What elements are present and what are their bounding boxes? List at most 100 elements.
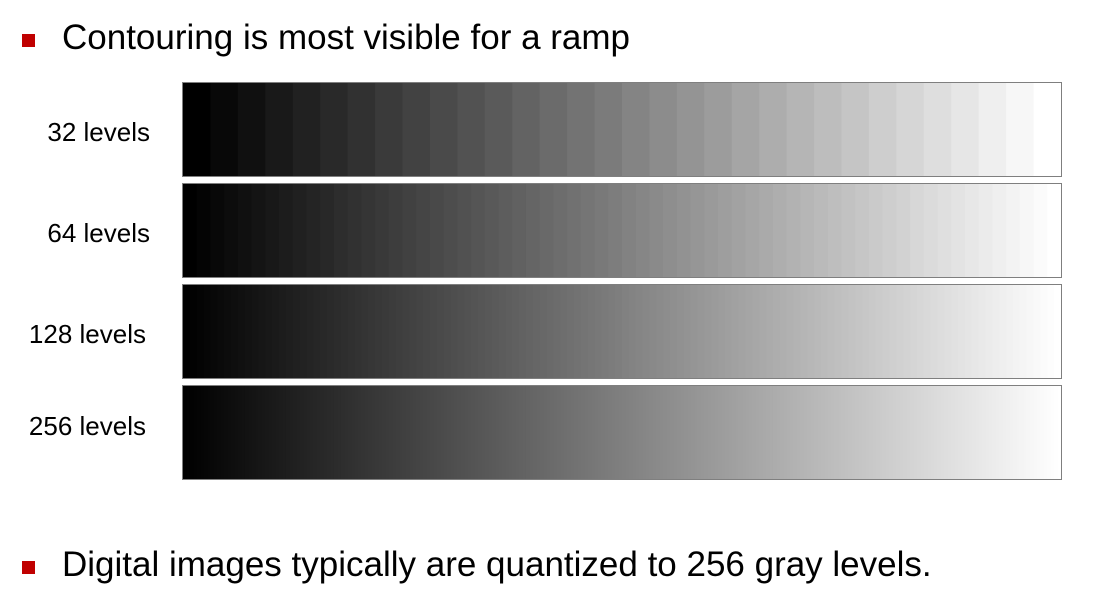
gray-level-band	[992, 285, 1000, 378]
gray-level-band	[333, 386, 338, 479]
ramp-label-256: 256 levels	[28, 411, 146, 441]
gray-level-band	[964, 386, 969, 479]
gray-level-band	[388, 285, 397, 378]
gray-level-band	[237, 83, 266, 176]
gray-level-band	[748, 386, 753, 479]
gray-level-band	[663, 386, 668, 479]
gray-level-band	[988, 386, 994, 479]
gray-level-band	[858, 386, 863, 479]
gray-level-band	[947, 386, 952, 479]
gray-level-band	[429, 386, 434, 479]
gray-level-band	[412, 386, 417, 479]
gray-level-band	[570, 386, 575, 479]
gray-level-band	[676, 285, 685, 378]
gray-level-band	[409, 386, 414, 479]
gray-level-band	[361, 386, 366, 479]
gray-level-band	[958, 285, 966, 378]
gray-level-band	[971, 285, 980, 378]
gray-level-band	[543, 386, 548, 479]
gray-level-band	[587, 386, 592, 479]
gray-level-band	[594, 184, 609, 277]
gray-level-band	[196, 285, 205, 378]
gray-level-band	[405, 386, 410, 479]
gray-level-band	[745, 285, 753, 378]
gray-level-band	[296, 386, 301, 479]
gray-level-band	[790, 386, 795, 479]
gray-level-band	[934, 386, 939, 479]
gray-level-band	[642, 285, 651, 378]
gray-level-band	[913, 386, 918, 479]
gray-level-band	[810, 386, 815, 479]
gray-level-band	[704, 386, 709, 479]
gray-level-band	[560, 386, 565, 479]
gray-level-band	[814, 184, 829, 277]
gray-level-band	[601, 285, 609, 378]
gray-level-band	[498, 184, 513, 277]
gray-level-band	[868, 184, 884, 277]
gray-level-band	[553, 386, 558, 479]
gray-level-band	[351, 386, 356, 479]
gray-level-band	[553, 285, 561, 378]
gray-level-band	[556, 386, 561, 479]
gray-level-band	[1033, 184, 1048, 277]
bullet-text: Contouring is most visible for a ramp	[62, 18, 630, 57]
gray-level-band	[539, 285, 548, 378]
gray-level-band	[196, 184, 212, 277]
gray-level-band	[800, 386, 805, 479]
gray-level-band	[971, 386, 976, 479]
gray-level-band	[241, 386, 246, 479]
gray-level-band	[498, 386, 503, 479]
gray-level-band	[910, 386, 915, 479]
gray-level-band	[320, 83, 349, 176]
gray-level-band	[255, 386, 260, 479]
gray-level-band	[718, 386, 723, 479]
gray-level-band	[532, 386, 537, 479]
gray-level-band	[700, 386, 705, 479]
gray-level-band	[189, 285, 198, 378]
gray-level-band	[505, 285, 513, 378]
gray-level-band	[625, 386, 630, 479]
gray-level-band	[237, 386, 242, 479]
gray-level-band	[237, 184, 253, 277]
gray-level-band	[244, 285, 253, 378]
gray-level-band	[769, 386, 774, 479]
gray-level-band	[916, 285, 925, 378]
gray-level-band	[580, 184, 596, 277]
gray-level-band	[361, 184, 376, 277]
gray-level-band	[224, 285, 232, 378]
gray-level-band	[615, 285, 623, 378]
gray-level-band	[964, 285, 973, 378]
gray-level-band	[210, 184, 225, 277]
gray-level-band	[635, 386, 640, 479]
gray-level-band	[759, 386, 764, 479]
gray-level-band	[272, 285, 280, 378]
gray-level-band	[1050, 386, 1055, 479]
gray-level-band	[357, 386, 362, 479]
gray-level-band	[573, 285, 582, 378]
gray-level-band	[436, 285, 445, 378]
gray-level-band	[670, 386, 675, 479]
gray-level-band	[460, 386, 465, 479]
gray-level-band	[313, 285, 321, 378]
gray-level-band	[954, 386, 959, 479]
gray-level-band	[930, 285, 939, 378]
gray-level-band	[855, 285, 863, 378]
gray-level-band	[676, 386, 681, 479]
gray-level-band	[340, 386, 345, 479]
gray-level-band	[399, 386, 404, 479]
gray-level-band	[275, 386, 280, 479]
gray-level-band	[951, 386, 956, 479]
gray-level-band	[982, 386, 987, 479]
gray-level-band	[316, 386, 321, 479]
gray-level-band	[416, 285, 424, 378]
gray-level-band	[896, 184, 911, 277]
gray-level-band	[906, 386, 911, 479]
gray-level-band	[265, 285, 273, 378]
gray-level-band	[320, 184, 335, 277]
gray-level-band	[910, 285, 918, 378]
gray-level-band	[539, 184, 555, 277]
gray-level-band	[944, 285, 952, 378]
gray-level-band	[237, 285, 246, 378]
gray-level-band	[467, 386, 472, 479]
gray-level-band	[889, 386, 894, 479]
